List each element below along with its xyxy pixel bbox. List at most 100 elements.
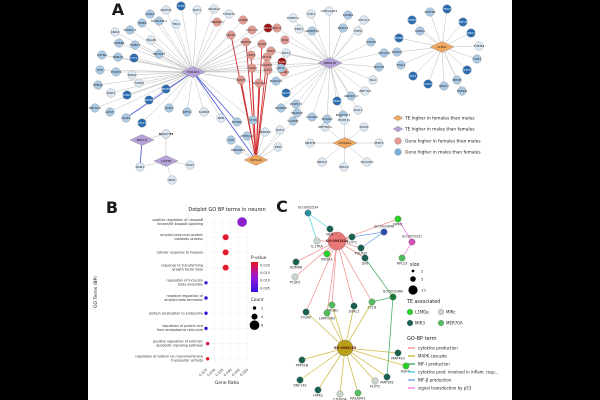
legend-gene-icon bbox=[394, 137, 402, 145]
gene-node bbox=[354, 389, 362, 397]
network-edge bbox=[192, 34, 232, 73]
gene-node bbox=[111, 67, 121, 77]
gene-node bbox=[192, 5, 202, 15]
network-edge bbox=[138, 71, 194, 84]
network-edge-colored bbox=[255, 56, 268, 161]
gene-node-label: ANO4 bbox=[111, 30, 120, 34]
gene-node-label: RSF1 bbox=[463, 68, 471, 72]
gene-node-label: DYNC1I1 bbox=[123, 28, 136, 32]
gene-node-label: PCDH17 bbox=[290, 102, 302, 106]
network-edge bbox=[326, 62, 331, 120]
count-legend-title: Count bbox=[251, 297, 264, 302]
gene-node-label: MAPRE2 bbox=[275, 106, 287, 110]
dotplot-point bbox=[204, 311, 208, 315]
gene-node-label: IRS2 bbox=[282, 38, 289, 42]
gene-node-label: SAMD8 bbox=[199, 110, 210, 114]
network-edge bbox=[192, 71, 260, 84]
gene-node-label: NAV1 bbox=[193, 8, 201, 12]
go-term-edge bbox=[336, 240, 355, 307]
size-legend-title: size bbox=[410, 262, 419, 268]
network-edge bbox=[192, 71, 222, 119]
go-term-edge bbox=[299, 347, 346, 381]
gene-node-label: SYN2 bbox=[165, 106, 173, 110]
te-legend-label: MIRc bbox=[446, 309, 456, 314]
gene-node-label: TMPO bbox=[353, 29, 363, 33]
gene-node-label: FURIN bbox=[134, 81, 143, 85]
gene-node-label: ATP6V0C bbox=[240, 134, 253, 138]
gene-node-label: POLR2F bbox=[355, 251, 368, 255]
gene-node-label: MED8 bbox=[453, 78, 462, 82]
gobp-legend-label: signal transduction by p53 bbox=[418, 385, 472, 390]
gene-node-label: THEM4 bbox=[473, 44, 485, 48]
gene-node-label: HNRNPU bbox=[211, 20, 224, 24]
network-edge bbox=[329, 27, 344, 64]
gene-node-label: GPC5 bbox=[106, 110, 114, 114]
gene-node bbox=[212, 17, 222, 27]
gene-node-label: NLK bbox=[370, 78, 377, 82]
gene-node-label: ZNF585A bbox=[318, 125, 333, 129]
gene-node-label: PNMA2 bbox=[113, 55, 124, 59]
panel-a-legend-label: Gene higher in females than males bbox=[405, 139, 481, 145]
gene-node bbox=[209, 4, 219, 14]
count-legend-dot bbox=[252, 306, 257, 310]
gene-node bbox=[271, 76, 281, 86]
legend-te-icon bbox=[392, 125, 404, 133]
gene-node-label: LAMTOR3 bbox=[319, 316, 335, 320]
count-legend-value: 2 bbox=[261, 306, 263, 310]
gene-node-label: KHDRBS3 bbox=[392, 36, 407, 40]
network-edge bbox=[441, 21, 464, 48]
gene-node-label: GAS6 bbox=[258, 42, 266, 46]
gene-node bbox=[106, 88, 116, 98]
gobp-legend-label: INF-I production bbox=[418, 361, 450, 366]
go-term-label: kinase/NF-kappaB signaling bbox=[157, 222, 203, 226]
gene-node-label: PPP3CB bbox=[296, 363, 309, 367]
size-legend-dot bbox=[410, 276, 416, 282]
gene-node-label: PKM bbox=[275, 145, 282, 149]
gene-node-label: PCDH11 bbox=[338, 118, 350, 122]
gene-node-label: TERF1 bbox=[373, 141, 384, 145]
gene-node-label: YOD1 bbox=[307, 12, 315, 16]
go-term-edge bbox=[344, 301, 373, 349]
gene-node-label: LAMB2 bbox=[238, 18, 248, 22]
network-edge bbox=[255, 129, 281, 161]
network-edge bbox=[192, 9, 198, 73]
x-axis-tick: 0.035 bbox=[215, 368, 225, 377]
gobp-legend-label: INF-β production bbox=[418, 377, 452, 382]
gene-node bbox=[114, 38, 124, 48]
go-term-edge bbox=[397, 218, 413, 243]
network-edge bbox=[150, 39, 194, 73]
te-legend-label: MIR3 bbox=[415, 320, 425, 325]
te-hub-label: L1M3B bbox=[161, 159, 171, 163]
gene-node bbox=[113, 52, 123, 62]
gene-node-label: PCDH9 bbox=[111, 70, 121, 74]
gene-node-label: BIN1 bbox=[168, 178, 175, 182]
go-term-edge bbox=[307, 212, 318, 242]
gene-node bbox=[246, 50, 256, 60]
gobp-legend-label: MAPK cascade bbox=[418, 353, 447, 358]
gene-node-label: AHCYL2 bbox=[358, 18, 370, 22]
gene-node bbox=[336, 390, 344, 398]
gene-node-label: WNT5B bbox=[424, 10, 435, 14]
gene-node-label: MAP7 bbox=[237, 78, 245, 82]
gene-node-label: PIK3R1 bbox=[321, 257, 333, 261]
gene-node bbox=[368, 298, 376, 306]
gene-node bbox=[137, 118, 147, 128]
gene-node bbox=[398, 254, 406, 262]
gene-node-label: RBFOX1 bbox=[89, 106, 101, 110]
gene-node-label: PRDM2 bbox=[161, 87, 172, 91]
dotplot-point bbox=[205, 341, 210, 346]
gene-node bbox=[130, 40, 140, 50]
network-edge bbox=[275, 62, 331, 82]
go-term-edge bbox=[307, 212, 331, 230]
network-edge bbox=[192, 71, 205, 113]
gene-node bbox=[260, 127, 270, 137]
gene-node-label: SPRED1 bbox=[259, 130, 271, 134]
gene-node-label: CTIF bbox=[97, 68, 104, 72]
gene-node bbox=[216, 113, 226, 123]
gene-node bbox=[394, 349, 402, 357]
gene-node bbox=[129, 53, 139, 63]
gene-node-label: RNF149 bbox=[294, 383, 307, 387]
te-legend-dot bbox=[406, 308, 414, 316]
gene-node bbox=[371, 377, 379, 385]
